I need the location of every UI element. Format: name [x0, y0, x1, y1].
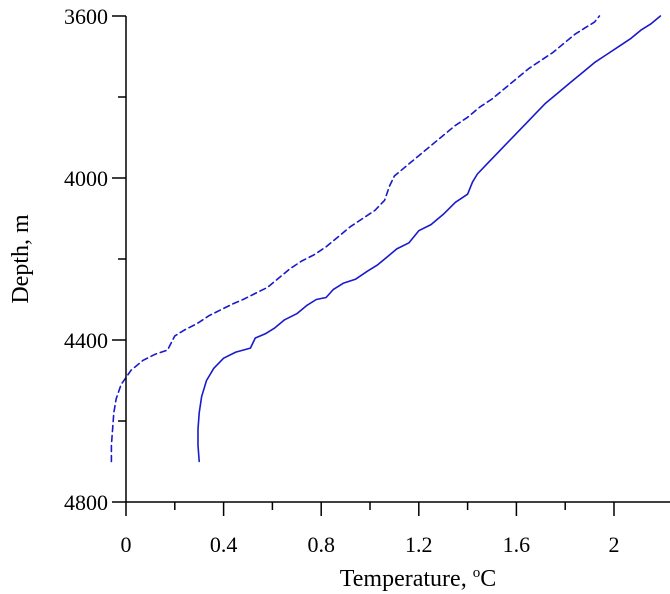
tick-labels: 3600 4000 4400 4800 0 0.4 0.8 1.2 1.6 2 — [64, 4, 620, 557]
y-axis-title: Depth, m — [8, 214, 34, 304]
solid-series-line — [197, 15, 662, 463]
x-tick-label: 0.8 — [307, 532, 335, 557]
x-tick-label: 0.4 — [210, 532, 238, 557]
y-tick-label: 4800 — [64, 490, 108, 515]
y-tick-label: 4400 — [64, 328, 108, 353]
axes — [125, 16, 670, 503]
x-tick-label: 1.2 — [405, 532, 433, 557]
x-axis-title: Temperature, oC — [340, 565, 496, 592]
y-tick-label: 3600 — [64, 4, 108, 29]
x-tick-label: 2 — [609, 532, 620, 557]
plot-area — [110, 15, 662, 463]
dashed-series-line — [110, 15, 601, 463]
y-tick-label: 4000 — [64, 166, 108, 191]
ticks — [112, 15, 615, 516]
x-tick-label: 0 — [121, 532, 132, 557]
x-tick-label: 1.6 — [503, 532, 531, 557]
